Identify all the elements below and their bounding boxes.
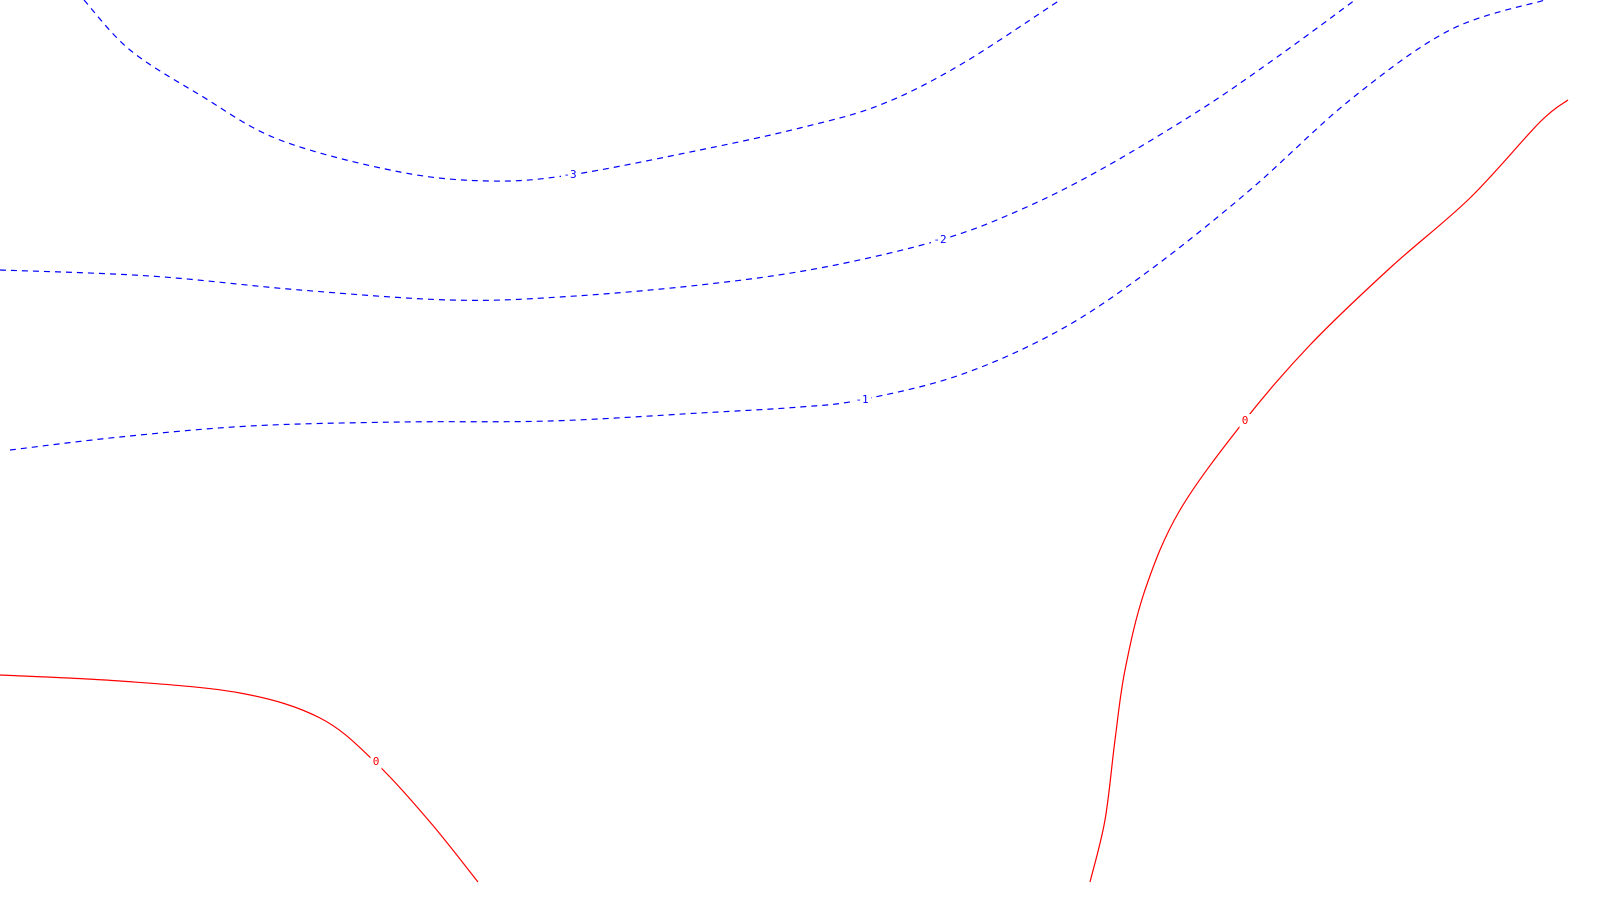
contour-line-level-0-4: [1089, 99, 1569, 883]
contour-label-background: [853, 393, 871, 407]
contour-line-level-neg2-1: [0, 0, 1356, 301]
contour-label-background: [1239, 414, 1251, 428]
contour-label-background: [931, 233, 949, 247]
contour-lines: [0, 0, 1569, 883]
contour-label-4: 0: [1239, 414, 1251, 428]
contour-labels: -3 -2 -1 0 0: [370, 168, 1251, 769]
contour-label-text: -3: [563, 168, 576, 181]
contour-line-level-neg1-2: [9, 0, 1546, 451]
contour-label-text: 0: [1242, 414, 1249, 427]
contour-label-background: [561, 168, 579, 182]
contour-label-2: -1: [853, 393, 871, 407]
contour-label-background: [370, 755, 382, 769]
contour-label-1: -2: [931, 233, 949, 247]
contour-label-text: -2: [933, 233, 946, 246]
contour-line-level-neg3-0: [83, 0, 1061, 182]
contour-label-0: -3: [561, 168, 579, 182]
contour-label-text: 0: [373, 755, 380, 768]
contour-label-3: 0: [370, 755, 382, 769]
contour-label-text: -1: [855, 393, 868, 406]
contour-line-level-0-3: [0, 674, 479, 883]
